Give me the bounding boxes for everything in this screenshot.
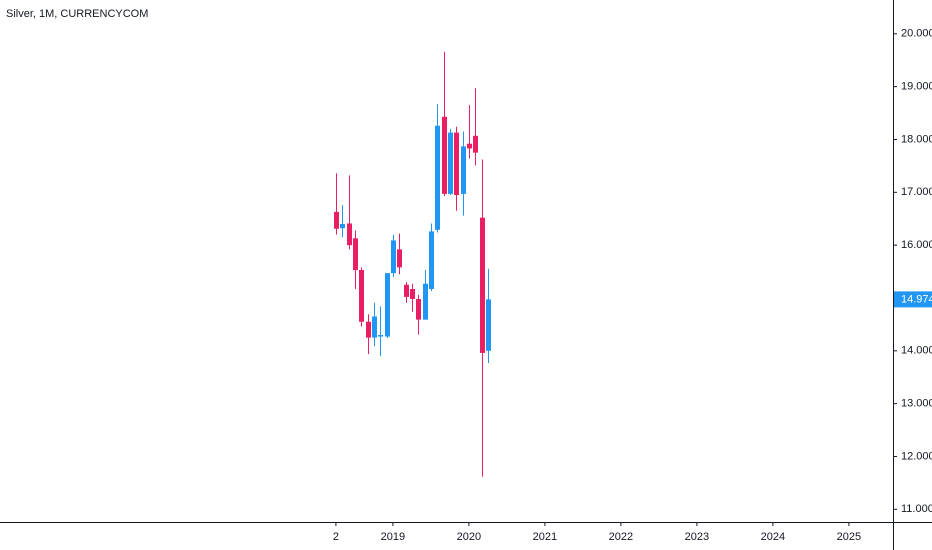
candle-body <box>473 135 478 153</box>
candle-body <box>435 125 440 230</box>
candle-body <box>340 224 345 229</box>
chart-title: Silver, 1M, CURRENCYCOM <box>6 8 148 20</box>
last-price-label: 14.974 <box>901 293 932 305</box>
y-tick-label: 13.000 <box>901 398 932 410</box>
last-price-box <box>894 291 932 308</box>
x-tick-label: 2023 <box>685 531 709 543</box>
candle-body <box>404 284 409 297</box>
y-tick-label: 11.000 <box>901 503 932 515</box>
y-tick-label: 20.000 <box>901 28 932 40</box>
candle-body <box>429 231 434 290</box>
candle-body <box>359 269 364 322</box>
candle-body <box>480 217 485 353</box>
x-tick-label: 2 <box>333 531 339 543</box>
x-tick-label: 2025 <box>837 531 861 543</box>
candle-body <box>486 299 491 351</box>
y-tick-label: 19.000 <box>901 81 932 93</box>
y-tick-label: 16.000 <box>901 239 932 251</box>
y-tick-label: 12.000 <box>901 450 932 462</box>
candle-body <box>410 289 415 300</box>
y-tick-label: 18.000 <box>901 133 932 145</box>
candle-body <box>461 146 466 194</box>
y-tick-label: 14.000 <box>901 345 932 357</box>
x-tick-label: 2022 <box>609 531 633 543</box>
candle-body <box>454 132 459 195</box>
candle-body <box>366 321 371 338</box>
candle-body <box>442 116 447 194</box>
candle-body <box>372 316 377 338</box>
candle-body <box>423 283 428 320</box>
x-tick-label: 2019 <box>381 531 405 543</box>
x-tick-label: 2024 <box>761 531 785 543</box>
candle-body <box>378 334 383 337</box>
x-tick-label: 2020 <box>457 531 481 543</box>
y-tick-label: 17.000 <box>901 186 932 198</box>
candle-body <box>391 240 396 274</box>
candle-body <box>334 211 339 229</box>
candle-body <box>347 223 352 246</box>
candle-body <box>467 143 472 149</box>
x-tick-label: 2021 <box>533 531 557 543</box>
candle-body <box>416 299 421 320</box>
candle-body <box>385 273 390 337</box>
candle-body <box>397 249 402 268</box>
candle-body <box>353 238 358 270</box>
candle-body <box>448 132 453 194</box>
